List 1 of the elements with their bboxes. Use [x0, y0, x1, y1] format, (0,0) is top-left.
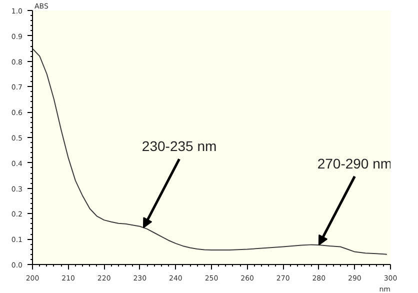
annotation: 230-235 nm — [142, 138, 217, 154]
